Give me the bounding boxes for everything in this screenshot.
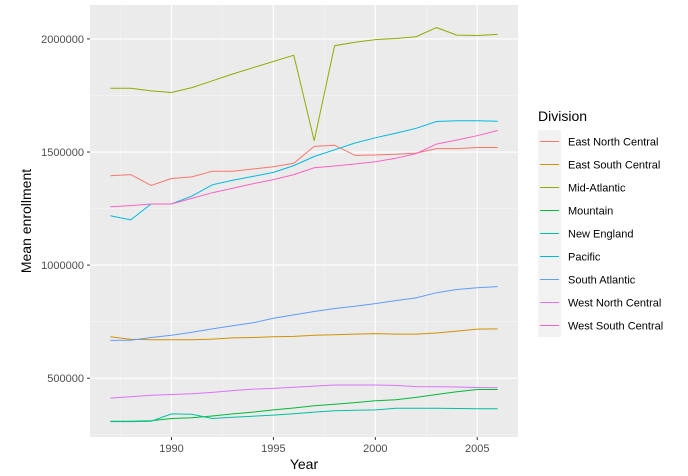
legend-label-east-north-central: East North Central [568,137,658,149]
legend-label-east-south-central: East South Central [568,160,660,172]
legend-item-east-south-central: East South Central [538,153,660,176]
legend-label-mid-atlantic: Mid-Atlantic [568,183,626,195]
legend-label-mountain: Mountain [568,206,613,218]
series-line-west-north-central [110,384,498,399]
y-axis-title: Mean enrollment [18,169,34,273]
x-tick-label: 1995 [261,443,285,455]
y-tick-label: 2000000 [41,34,84,46]
legend-item-mid-atlantic: Mid-Atlantic [538,176,626,199]
y-tick-label: 500000 [47,373,84,385]
legend-item-pacific: Pacific [538,245,601,268]
series-line-south-atlantic [110,286,498,341]
x-axis-title: Year [290,456,319,472]
legend-item-south-atlantic: South Atlantic [538,268,636,291]
series-line-east-north-central [110,144,498,187]
series-line-new-england [110,407,498,423]
legend-item-west-south-central: West South Central [538,314,663,337]
legend-label-west-north-central: West North Central [568,298,661,310]
x-tick-label: 2000 [363,443,387,455]
legend-label-new-england: New England [568,229,633,241]
legend-label-pacific: Pacific [568,252,601,264]
legend-label-west-south-central: West South Central [568,321,663,333]
series-line-mid-atlantic [110,27,498,141]
legend-item-new-england: New England [538,222,633,245]
legend-item-west-north-central: West North Central [538,291,661,314]
grid-major [90,5,518,437]
legend-item-mountain: Mountain [538,199,613,222]
y-tick-label: 1500000 [41,147,84,159]
legend-label-south-atlantic: South Atlantic [568,275,636,287]
x-tick-label: 2005 [465,443,489,455]
y-tick-label: 1000000 [41,260,84,272]
plot-panel [90,5,518,437]
y-axis: 500000 1000000 1500000 2000000 [41,34,90,385]
legend: Division East North Central East South Ce… [538,108,663,337]
legend-item-east-north-central: East North Central [538,130,658,153]
series-line-west-south-central [110,130,498,208]
series-line-mountain [110,389,498,422]
series-lines [110,27,498,423]
x-tick-label: 1990 [159,443,183,455]
series-line-east-south-central [110,328,498,341]
x-axis: 1990 1995 2000 2005 [159,437,489,455]
legend-title: Division [538,108,587,124]
